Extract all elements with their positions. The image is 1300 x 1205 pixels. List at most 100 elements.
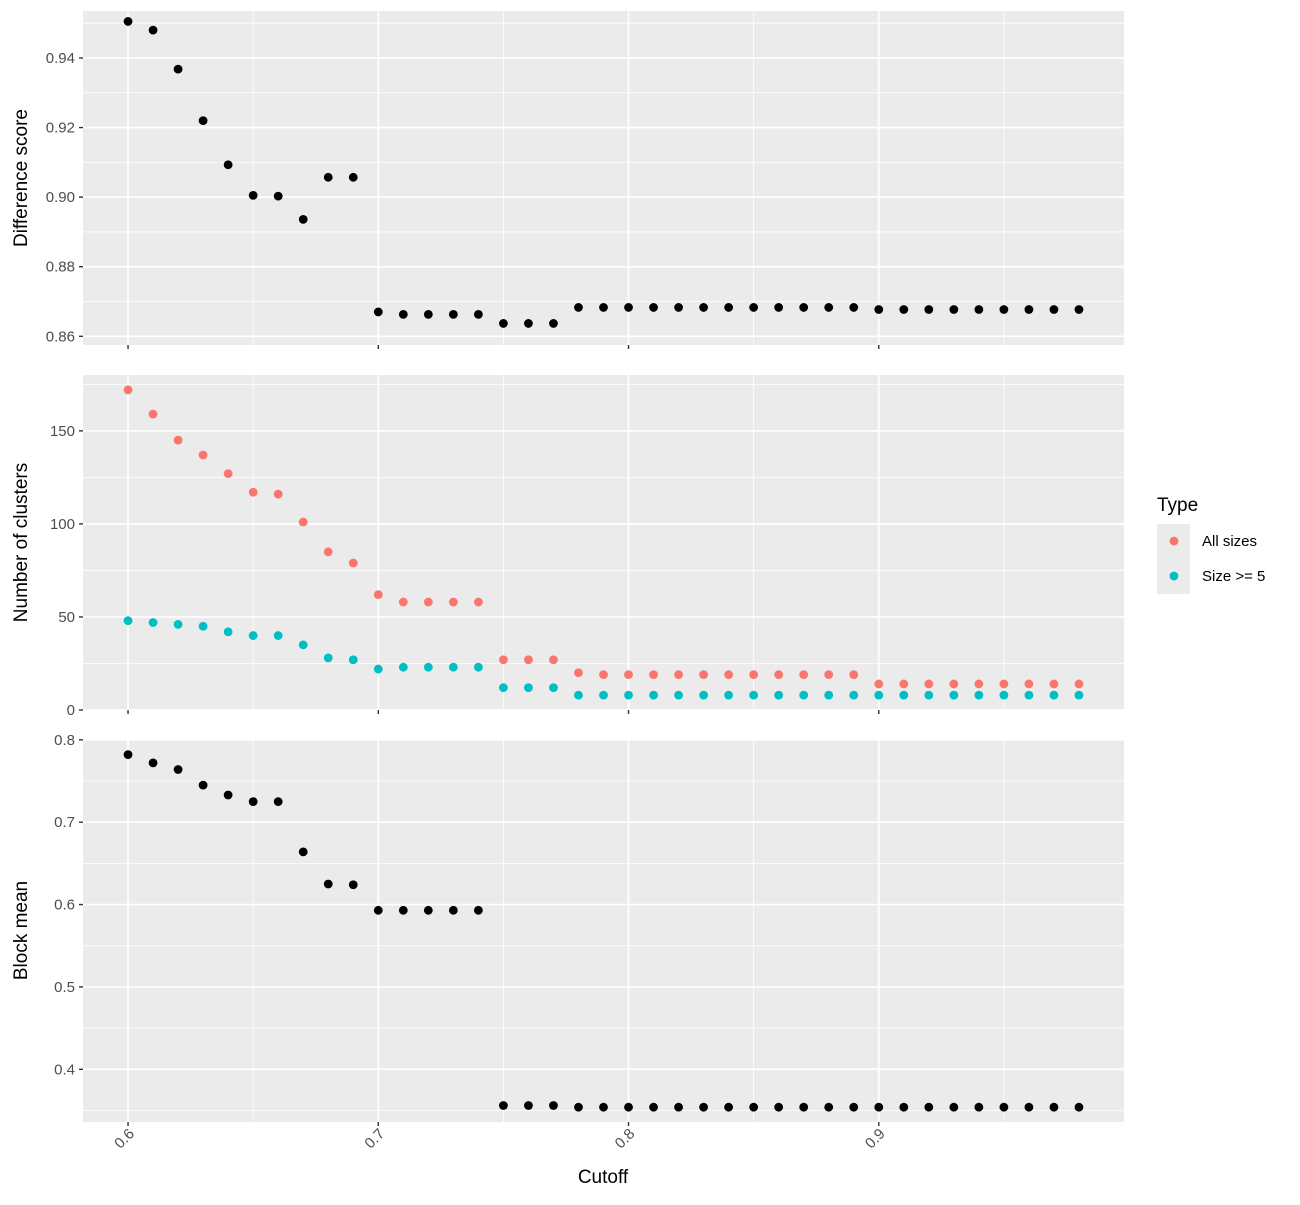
data-point	[649, 670, 658, 680]
panel-background	[83, 375, 1124, 710]
data-point	[999, 690, 1009, 700]
data-point	[574, 1102, 583, 1112]
y-tick-label: 0.5	[54, 979, 75, 996]
data-point	[899, 679, 909, 689]
y-axis-title: Block mean	[11, 881, 32, 980]
data-point	[724, 1102, 734, 1112]
data-point	[824, 303, 834, 312]
y-tick-label: 0.4	[54, 1061, 75, 1078]
data-point	[624, 690, 633, 700]
data-point	[749, 670, 759, 680]
y-tick-label: 0.88	[46, 259, 75, 276]
data-point	[799, 670, 809, 680]
data-point	[924, 679, 934, 689]
data-point	[373, 307, 383, 317]
data-point	[248, 797, 258, 806]
data-point	[223, 627, 233, 637]
data-point	[1049, 305, 1059, 314]
y-tick-label: 0.92	[46, 120, 75, 137]
data-point	[123, 750, 133, 760]
data-point	[774, 690, 784, 700]
data-point	[473, 309, 483, 319]
data-point	[549, 319, 558, 328]
data-point	[198, 116, 208, 125]
data-point	[473, 662, 483, 672]
data-point	[1074, 690, 1084, 700]
panel-2: 0 50 100 150 Number of clusters	[11, 375, 1124, 719]
data-point	[148, 618, 158, 627]
data-point	[774, 670, 784, 680]
data-point	[373, 905, 383, 915]
data-point	[949, 305, 959, 314]
legend-label: Size >= 5	[1202, 568, 1265, 585]
data-point	[924, 690, 934, 700]
data-point	[899, 1102, 909, 1112]
data-point	[1024, 679, 1034, 689]
data-point	[549, 683, 558, 693]
data-point	[373, 664, 383, 674]
data-point	[974, 305, 984, 314]
data-point	[273, 631, 283, 640]
data-point	[1074, 1102, 1084, 1112]
y-axis-title: Difference score	[11, 109, 32, 247]
data-point	[248, 487, 258, 497]
data-point	[949, 690, 959, 700]
data-point	[999, 1102, 1009, 1112]
data-point	[198, 450, 208, 460]
legend-label: All sizes	[1202, 533, 1257, 550]
data-point	[749, 1102, 759, 1112]
data-point	[148, 758, 158, 768]
data-point	[924, 1102, 934, 1112]
data-point	[298, 215, 308, 224]
panel-3: 0.4 0.5 0.6 0.7 0.8 Block mean	[11, 732, 1124, 1126]
data-point	[799, 690, 809, 700]
data-point	[223, 790, 233, 800]
legend-key-background	[1157, 524, 1190, 594]
data-point	[699, 670, 708, 680]
data-point	[674, 303, 683, 312]
data-point	[1074, 679, 1084, 689]
data-point	[674, 690, 683, 700]
data-point	[749, 303, 759, 312]
data-point	[849, 690, 859, 700]
x-axis-title: Cutoff	[578, 1167, 629, 1188]
data-point	[624, 670, 633, 680]
data-point	[448, 662, 458, 672]
data-point	[899, 690, 909, 700]
y-tick-label: 0.7	[54, 814, 75, 831]
panel-background	[83, 739, 1124, 1122]
data-point	[323, 653, 333, 663]
data-point	[799, 303, 809, 312]
data-point	[649, 1102, 658, 1112]
y-tick-label: 50	[58, 609, 75, 626]
data-point	[1049, 679, 1059, 689]
data-point	[774, 1102, 784, 1112]
data-point	[148, 25, 158, 35]
y-tick-label: 0.86	[46, 328, 75, 345]
data-point	[499, 683, 508, 693]
data-point	[649, 303, 658, 312]
data-point	[974, 1102, 984, 1112]
data-point	[1049, 690, 1059, 700]
data-point	[499, 655, 508, 665]
data-point	[173, 619, 183, 629]
series-1	[123, 385, 1084, 689]
data-point	[499, 1101, 508, 1110]
data-point	[749, 690, 759, 700]
data-point	[473, 905, 483, 915]
data-point	[1024, 1102, 1034, 1112]
data-point	[999, 305, 1009, 314]
data-point	[123, 616, 133, 626]
data-point	[398, 662, 408, 672]
data-point	[323, 172, 333, 182]
data-point	[273, 191, 283, 201]
data-point	[549, 655, 558, 665]
data-point	[874, 305, 884, 314]
data-point	[949, 679, 959, 689]
series-2	[123, 616, 1084, 700]
data-point	[999, 679, 1009, 689]
data-point	[849, 1102, 859, 1112]
data-point	[649, 690, 658, 700]
